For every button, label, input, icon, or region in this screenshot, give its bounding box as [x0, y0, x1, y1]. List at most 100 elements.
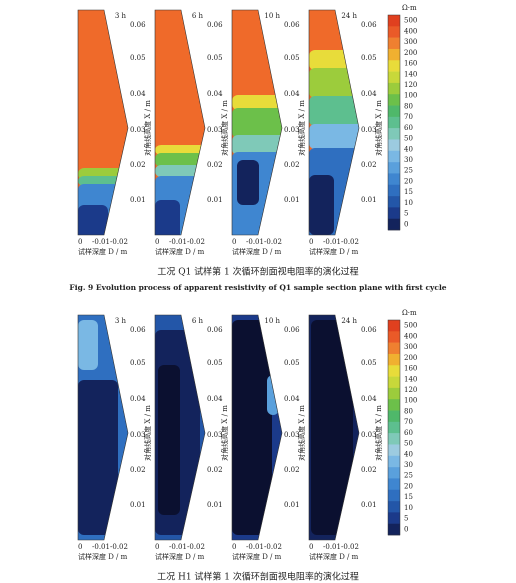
colorbar-swatch: [388, 37, 400, 50]
colorbar-swatch: [388, 387, 400, 400]
colorbar-swatch: [388, 433, 400, 445]
y-tick-label: 0.02: [361, 161, 377, 169]
x-tick-label: -0.01: [323, 543, 341, 551]
y-tick-label: 0.03: [284, 431, 300, 439]
contour-region: [309, 175, 334, 235]
plot-outline: [231, 314, 283, 541]
colorbar-label: 140: [404, 375, 417, 383]
x-tick-label: -0.02: [341, 238, 359, 246]
colorbar-label: 40: [404, 145, 413, 153]
colorbar-label: 80: [404, 407, 413, 415]
contour-plot: [155, 10, 205, 235]
colorbar-label: 120: [404, 81, 417, 89]
y-tick-label: 0.01: [284, 501, 300, 509]
plot-outline: [77, 314, 129, 541]
contour-region: [309, 50, 359, 70]
y-tick-label: 0.03: [130, 431, 146, 439]
y-tick-label: 0.04: [207, 90, 223, 98]
colorbar-label: 70: [404, 113, 413, 121]
y-tick-label: 0.01: [207, 196, 223, 204]
x-tick-label: 0: [232, 238, 236, 246]
y-tick-label: 0.01: [361, 196, 377, 204]
colorbar-swatch: [388, 139, 400, 152]
contour-plot: [309, 10, 359, 235]
x-tick-label: -0.01: [246, 238, 264, 246]
colorbar-label: 25: [404, 167, 413, 175]
colorbar-label: 500: [404, 17, 417, 25]
colorbar-swatch: [388, 150, 400, 163]
contour-region: [237, 160, 259, 205]
x-tick-label: -0.02: [110, 238, 128, 246]
y-axis-label: 对角线高度 X / m: [220, 405, 229, 461]
y-tick-label: 0.02: [130, 161, 146, 169]
y-tick-label: 0.01: [361, 501, 377, 509]
y-axis-label: 对角线高度 X / m: [374, 100, 383, 156]
colorbar-label: 100: [404, 92, 417, 100]
x-tick-label: 0: [78, 543, 82, 551]
x-axis-label: 试样深度 D / m: [232, 552, 282, 561]
colorbar-label: 140: [404, 70, 417, 78]
colorbar-swatch: [388, 376, 400, 389]
y-tick-label: 0.02: [284, 466, 300, 474]
colorbar-swatch: [388, 26, 400, 38]
plot-outline: [154, 314, 206, 541]
y-tick-label: 0.02: [361, 466, 377, 474]
y-tick-label: 0.01: [130, 196, 146, 204]
colorbar-label: 15: [404, 493, 413, 501]
y-tick-label: 0.04: [284, 395, 300, 403]
y-tick-label: 0.06: [207, 326, 223, 334]
y-tick-label: 0.06: [284, 326, 300, 334]
colorbar-swatch: [388, 15, 400, 27]
y-tick-label: 0.02: [284, 161, 300, 169]
colorbar-swatch: [388, 71, 400, 84]
plot-outline: [308, 9, 360, 236]
y-tick-label: 0.01: [284, 196, 300, 204]
y-tick-label: 0.04: [207, 395, 223, 403]
contour-plot: [232, 10, 282, 235]
x-tick-label: -0.02: [264, 238, 282, 246]
x-tick-label: -0.02: [187, 238, 205, 246]
colorbar-label: 40: [404, 450, 413, 458]
plot-outline: [154, 9, 206, 236]
colorbar-swatch: [388, 444, 400, 457]
colorbar-swatch: [388, 512, 400, 524]
colorbar-label: 20: [404, 482, 413, 490]
colorbar-label: 0: [404, 220, 408, 228]
y-tick-label: 0.02: [207, 161, 223, 169]
panel-time: 24 h: [341, 12, 357, 20]
colorbar-swatch: [388, 184, 400, 197]
y-tick-label: 0.06: [207, 21, 223, 29]
colorbar-label: 5: [404, 515, 408, 523]
contour-plot: [309, 315, 359, 540]
x-axis-label: 试样深度 D / m: [155, 247, 205, 256]
y-tick-label: 0.05: [284, 54, 300, 62]
colorbar-swatch: [388, 467, 400, 479]
x-tick-label: 0: [78, 238, 82, 246]
y-tick-label: 0.06: [130, 326, 146, 334]
colorbar-swatch: [388, 128, 400, 140]
x-tick-label: 0: [155, 543, 159, 551]
colorbar-label: 60: [404, 429, 413, 437]
x-tick-label: 0: [232, 543, 236, 551]
y-tick-label: 0.03: [130, 126, 146, 134]
y-tick-label: 0.03: [361, 126, 377, 134]
colorbar-label: 25: [404, 472, 413, 480]
y-tick-label: 0.04: [361, 90, 377, 98]
x-tick-label: -0.01: [323, 238, 341, 246]
x-tick-label: 0: [309, 238, 313, 246]
colorbar-unit: Ω·m: [402, 309, 417, 317]
colorbar-label: 10: [404, 504, 413, 512]
x-axis-label: 试样深度 D / m: [309, 247, 359, 256]
contour-region: [309, 68, 359, 98]
contour-region: [158, 365, 180, 515]
colorbar-label: 200: [404, 49, 417, 57]
panel-time: 6 h: [192, 317, 204, 325]
contour-region: [155, 165, 205, 177]
y-tick-label: 0.03: [207, 431, 223, 439]
contour-region: [78, 205, 108, 235]
caption-cn: 工况 Q1 试样第 1 次循环剖面视电阻率的演化过程: [157, 266, 358, 278]
colorbar-label: 20: [404, 177, 413, 185]
colorbar-label: 160: [404, 365, 417, 373]
colorbar-swatch: [388, 353, 400, 366]
